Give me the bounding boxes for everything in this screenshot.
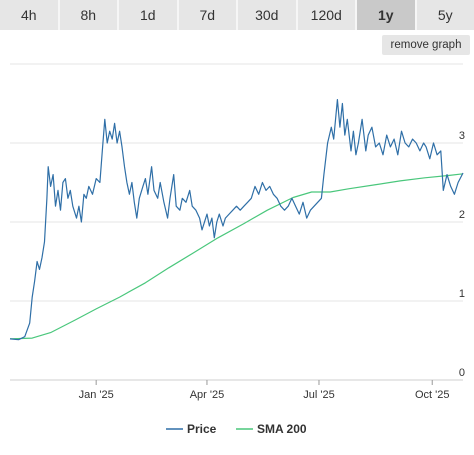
series-lines [9,99,464,341]
remove-graph-button[interactable]: remove graph [382,35,470,55]
tab-120d[interactable]: 120d [297,0,357,30]
price-chart: 0 1 2 3 Jan '25 Apr '25 Jul '25 Oct '25 Price S… [9,63,465,436]
tab-7d[interactable]: 7d [178,0,238,30]
x-tick-label: Jan '25 [79,389,114,401]
x-tick-label: Jul '25 [303,389,334,401]
y-tick-label: 2 [459,209,465,221]
tab-1y[interactable]: 1y [357,0,417,30]
series-line-sma-200 [9,173,464,340]
tab-8h[interactable]: 8h [59,0,119,30]
x-tick-label: Oct '25 [415,389,450,401]
grid-lines [10,63,463,381]
x-tick-label: Apr '25 [190,389,225,401]
y-tick-label: 1 [459,288,465,300]
y-tick-label: 0 [459,367,465,379]
tab-1d[interactable]: 1d [119,0,179,30]
y-axis-labels: 0 1 2 3 [459,130,465,379]
legend: Price SMA 200 [166,422,307,436]
legend-label: SMA 200 [257,422,307,436]
tab-30d[interactable]: 30d [238,0,298,30]
x-axis: Jan '25 Apr '25 Jul '25 Oct '25 [79,380,450,401]
tab-4h[interactable]: 4h [0,0,60,30]
timeframe-tabs: 4h 8h 1d 7d 30d 120d 1y 5y [0,0,474,30]
tab-5y[interactable]: 5y [416,0,474,30]
series-line-price [9,99,464,341]
legend-label: Price [187,422,217,436]
y-tick-label: 3 [459,130,465,142]
